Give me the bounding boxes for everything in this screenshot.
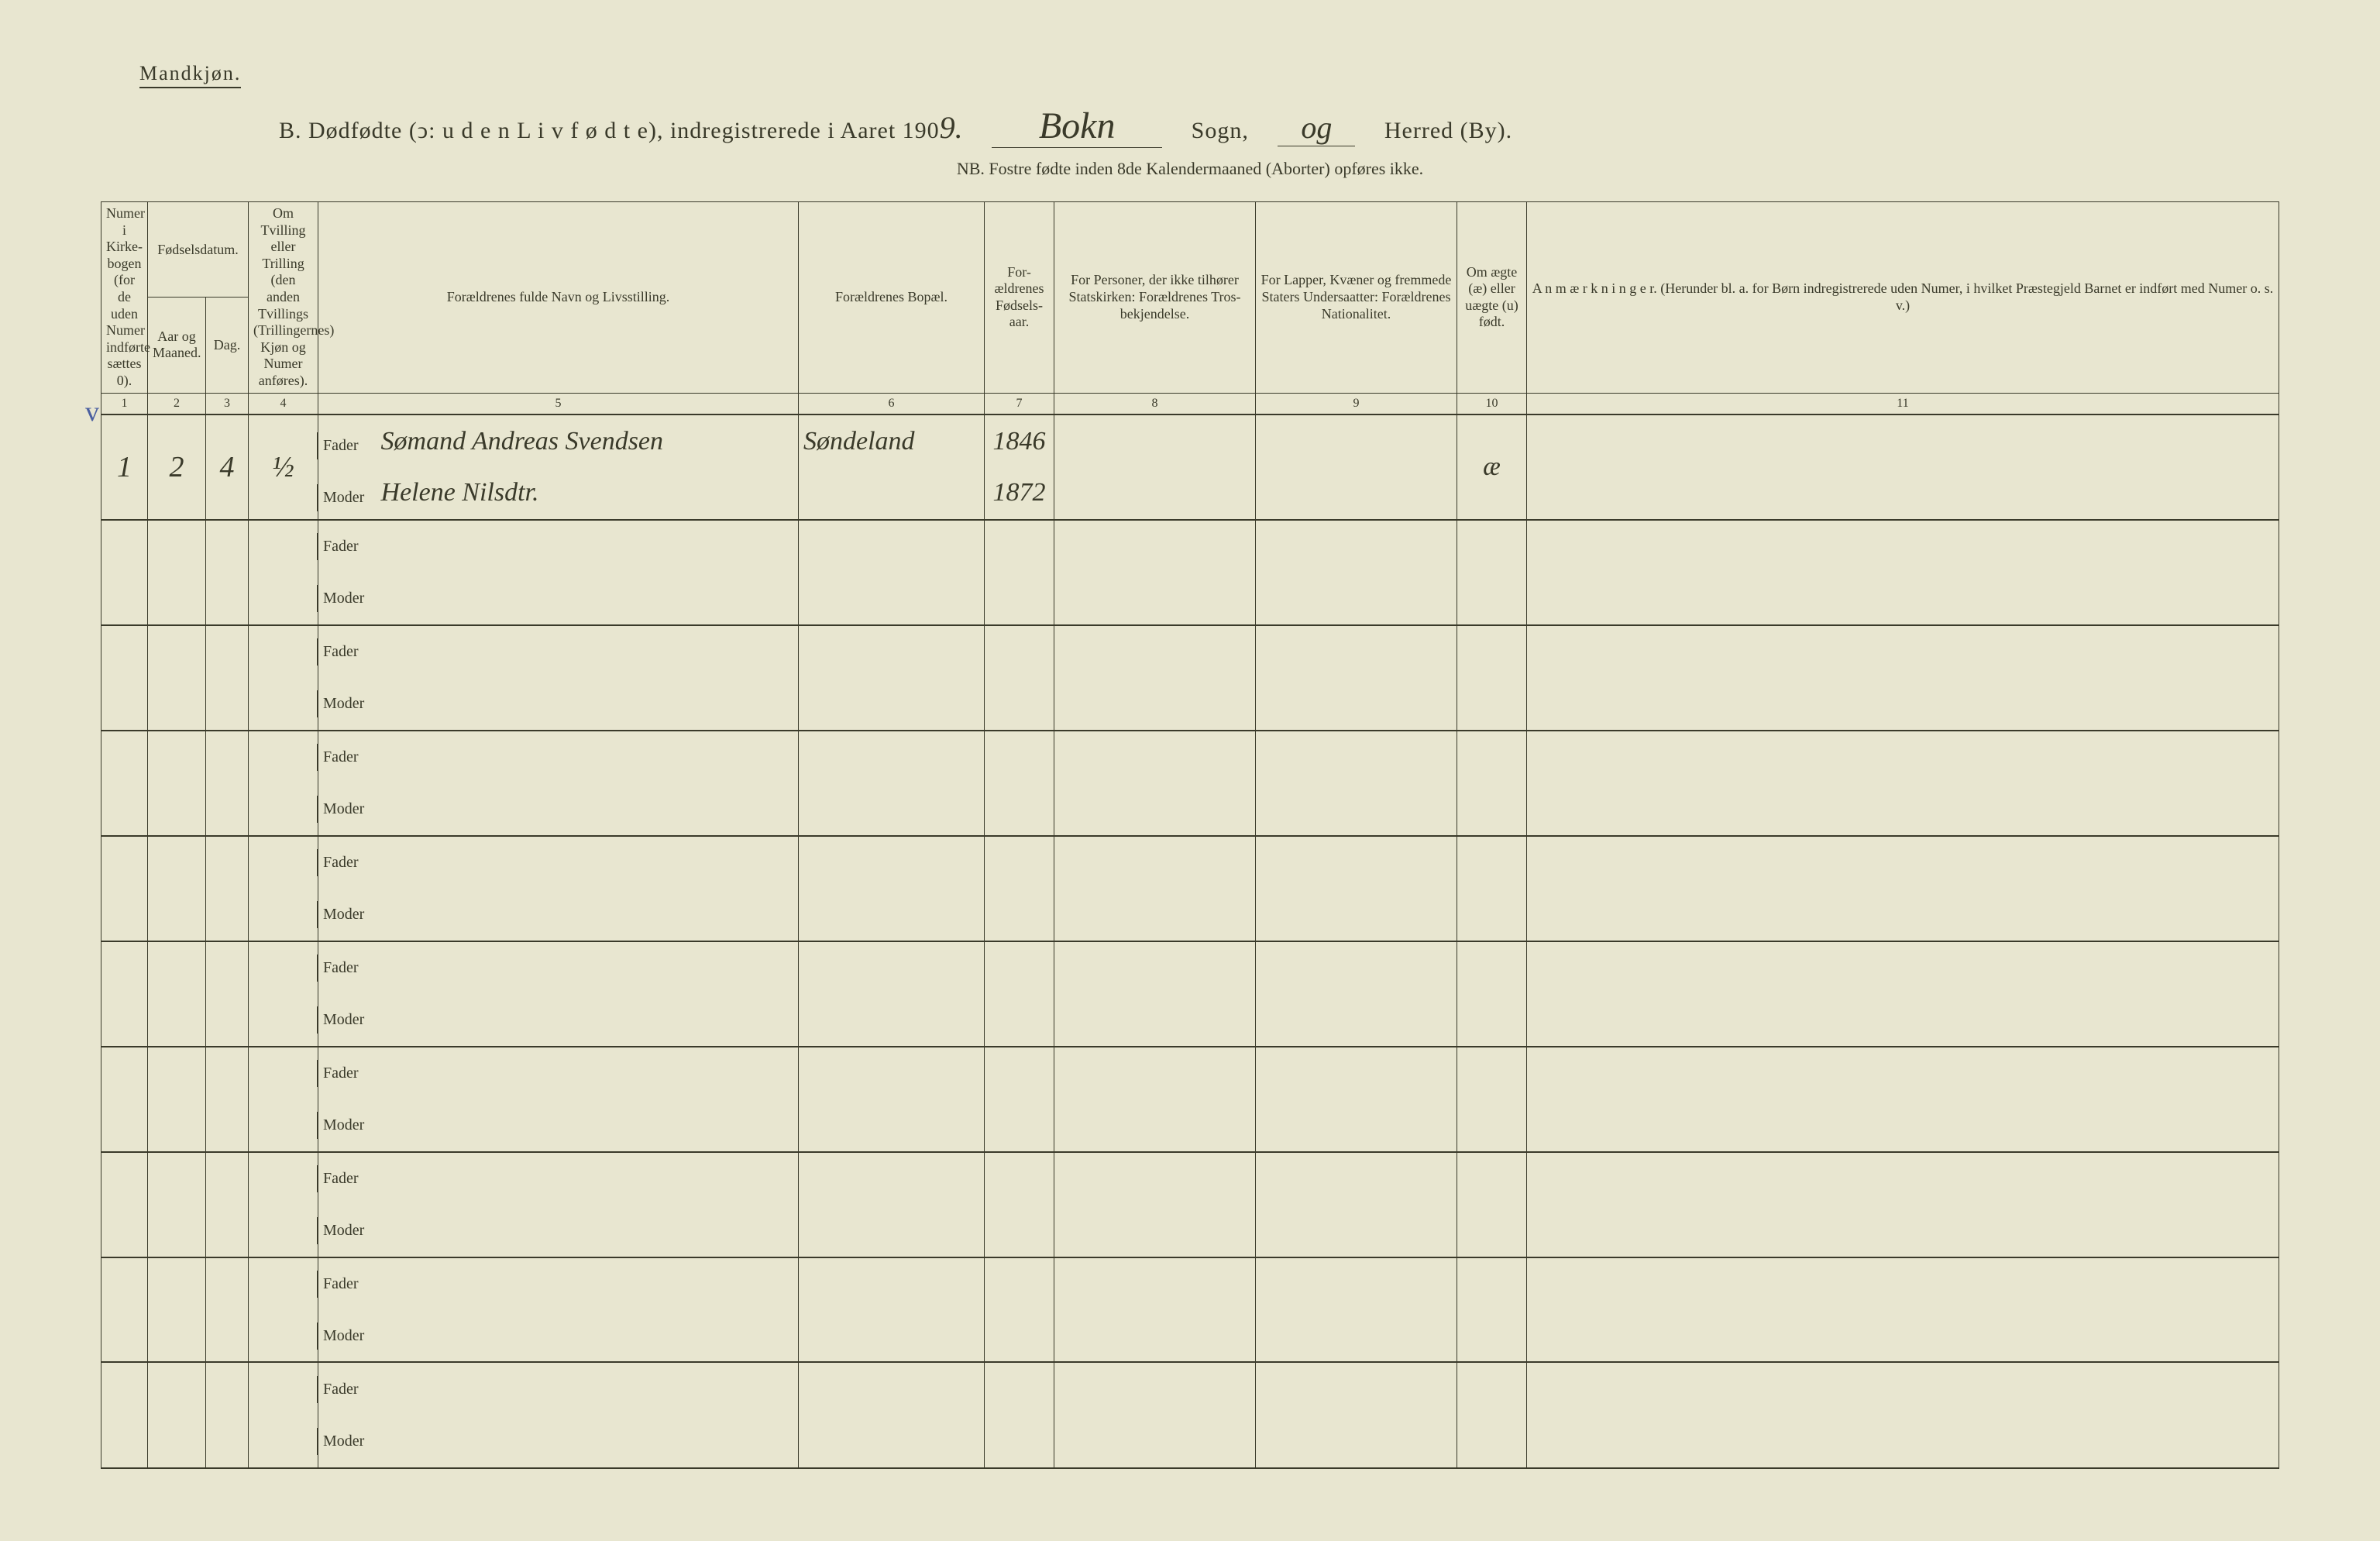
mother-label: Moder: [323, 906, 377, 924]
colnum-6: 6: [799, 393, 985, 414]
og-blank: og: [1278, 109, 1355, 146]
mother-label: Moder: [323, 1433, 377, 1450]
mother-label: Moder: [323, 1327, 377, 1345]
sogn-name: Bokn: [992, 105, 1162, 148]
entry-1-father-cell: Fader Sømand Andreas Svendsen: [318, 414, 799, 467]
colnum-4: 4: [249, 393, 318, 414]
colnum-3: 3: [206, 393, 249, 414]
blank-row: Fader: [101, 731, 2279, 783]
mother-label: Moder: [323, 590, 377, 607]
blank-row: Fader: [101, 625, 2279, 678]
entry-1-c8: [1054, 414, 1256, 467]
col-header-6: Forældrenes Bopæl.: [799, 202, 985, 394]
col-header-8: For Personer, der ikke tilhører Statskir…: [1054, 202, 1256, 394]
col-header-2a: Fødselsdatum.: [148, 202, 249, 298]
herred-label: Herred (By).: [1384, 118, 1512, 143]
col-header-1: Numer i Kirke-bogen (for de uden Numer i…: [101, 202, 148, 394]
colnum-2: 2: [148, 393, 206, 414]
title-line: B. Dødfødte (ↄ: u d e n L i v f ø d t e)…: [46, 105, 2334, 148]
mother-label: Moder: [323, 800, 377, 818]
col-header-10: Om ægte (æ) eller uægte (u) født.: [1457, 202, 1527, 394]
father-label: Fader: [323, 437, 377, 455]
father-label: Fader: [323, 1275, 377, 1293]
blank-row: Fader: [101, 836, 2279, 889]
father-label: Fader: [323, 748, 377, 766]
colnum-8: 8: [1054, 393, 1256, 414]
entry-1-day: 4: [206, 414, 249, 520]
entry-1-father-year: 1846: [985, 414, 1054, 467]
register-table: Numer i Kirke-bogen (for de uden Numer i…: [101, 201, 2279, 1469]
entry-1-father: 1 2 4 ½ Fader Sømand Andreas Svendsen Sø…: [101, 414, 2279, 467]
mother-label: Moder: [323, 1116, 377, 1134]
col-header-9: For Lapper, Kvæner og fremmede Staters U…: [1256, 202, 1457, 394]
colnum-1: 1: [101, 393, 148, 414]
blank-row: Fader: [101, 1047, 2279, 1099]
table-body: 1 2 4 ½ Fader Sømand Andreas Svendsen Sø…: [101, 414, 2279, 1468]
colnum-9: 9: [1256, 393, 1457, 414]
blank-row: Fader: [101, 520, 2279, 573]
father-label: Fader: [323, 538, 377, 556]
col-header-7: For-ældrenes Fødsels-aar.: [985, 202, 1054, 394]
entry-1-c8m: [1054, 467, 1256, 520]
entry-1-c11: [1527, 414, 2279, 520]
mother-label: Moder: [323, 1222, 377, 1240]
entry-1-bopael-m: [799, 467, 985, 520]
blank-row: Fader: [101, 1257, 2279, 1310]
gender-heading: Mandkjøn.: [139, 62, 241, 88]
entry-1-bopael: Søndeland: [799, 414, 985, 467]
blank-row: Fader: [101, 941, 2279, 994]
father-label: Fader: [323, 1170, 377, 1188]
entry-1-c9: [1256, 414, 1457, 467]
entry-1-legit: æ: [1457, 414, 1527, 520]
entry-1-mother-year: 1872: [985, 467, 1054, 520]
col-header-11: A n m æ r k n i n g e r. (Herunder bl. a…: [1527, 202, 2279, 394]
blank-row: Fader: [101, 1362, 2279, 1415]
col-header-4: Om Tvilling eller Trilling (den anden Tv…: [249, 202, 318, 394]
father-label: Fader: [323, 1381, 377, 1398]
year-digit: 9.: [940, 110, 963, 145]
col-header-3: Dag.: [206, 298, 249, 393]
col-header-2: Aar og Maaned.: [148, 298, 206, 393]
register-table-wrap: Numer i Kirke-bogen (for de uden Numer i…: [101, 201, 2279, 1464]
entry-1-father-name: Sømand Andreas Svendsen: [381, 427, 664, 456]
title-prefix: B. Dødfødte (ↄ: u d e n L i v f ø d t e)…: [279, 118, 940, 143]
colnum-10: 10: [1457, 393, 1527, 414]
entry-1-twin: ½: [249, 414, 318, 520]
father-label: Fader: [323, 854, 377, 872]
entry-1-num: 1: [101, 414, 148, 520]
blank-row: Fader: [101, 1152, 2279, 1205]
colnum-11: 11: [1527, 393, 2279, 414]
check-mark: v: [85, 395, 99, 428]
colnum-row: 1 2 3 4 5 6 7 8 9 10 11: [101, 393, 2279, 414]
father-label: Fader: [323, 959, 377, 977]
mother-label: Moder: [323, 1011, 377, 1029]
mother-label: Moder: [323, 695, 377, 713]
entry-1-c9m: [1256, 467, 1457, 520]
header-row: Numer i Kirke-bogen (for de uden Numer i…: [101, 202, 2279, 298]
father-label: Fader: [323, 1065, 377, 1082]
register-page: Mandkjøn. B. Dødfødte (ↄ: u d e n L i v …: [46, 31, 2334, 1510]
sogn-label: Sogn,: [1192, 118, 1249, 143]
entry-1-mother-name: Helene Nilsdtr.: [381, 478, 539, 507]
mother-label: Moder: [323, 489, 377, 507]
subtitle: NB. Fostre fødte inden 8de Kalendermaane…: [46, 159, 2334, 179]
colnum-5: 5: [318, 393, 799, 414]
col-header-5: Forældrenes fulde Navn og Livsstilling.: [318, 202, 799, 394]
entry-1-ym: 2: [148, 414, 206, 520]
father-label: Fader: [323, 643, 377, 661]
colnum-7: 7: [985, 393, 1054, 414]
entry-1-mother-cell: Moder Helene Nilsdtr.: [318, 467, 799, 520]
